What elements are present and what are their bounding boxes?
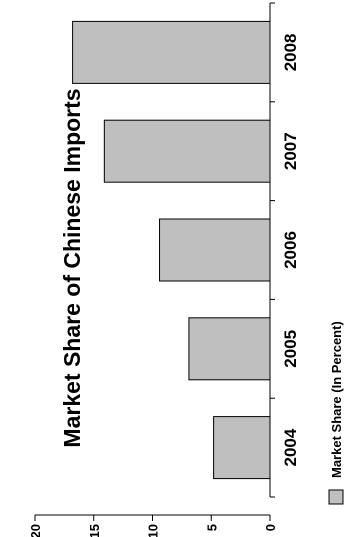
value-tick-label: 10 <box>146 524 161 537</box>
category-label: 2005 <box>281 330 300 368</box>
value-tick-label: 5 <box>204 524 219 531</box>
bar-2004 <box>213 416 271 480</box>
bar-2008 <box>72 20 271 84</box>
labels-group: 2004 2005 2006 2007 2008 0 5 10 15 20 <box>28 33 300 537</box>
value-tick-label: 15 <box>87 524 102 537</box>
category-label: 2004 <box>281 428 300 466</box>
legend-swatch <box>328 489 344 505</box>
chart-title: Market Share of Chinese Imports <box>59 88 85 447</box>
value-tick-label: 0 <box>263 524 278 531</box>
bar-2005 <box>188 317 271 381</box>
category-label: 2006 <box>281 231 300 269</box>
bars-group <box>72 20 271 480</box>
bar-2006 <box>159 218 271 282</box>
axes-group <box>34 2 275 521</box>
legend: Market Share (In Percent) <box>328 321 344 505</box>
category-label: 2008 <box>281 33 300 71</box>
legend-label: Market Share (In Percent) <box>329 321 344 478</box>
category-label: 2007 <box>281 132 300 170</box>
bar-2007 <box>103 119 271 183</box>
value-tick-label: 20 <box>28 524 43 537</box>
